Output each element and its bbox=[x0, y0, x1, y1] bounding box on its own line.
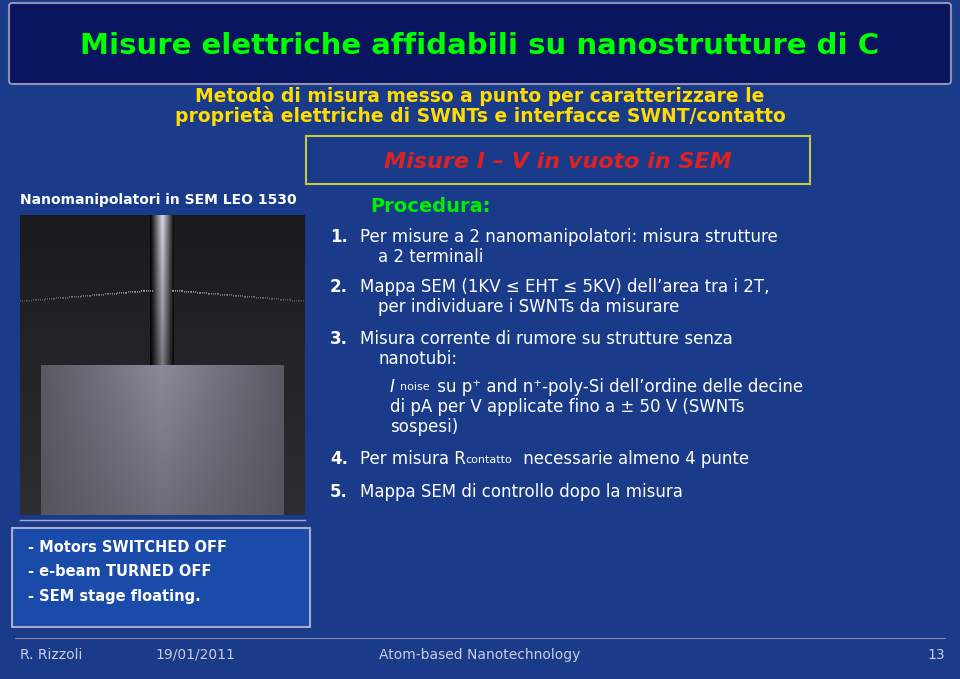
Text: a 2 terminali: a 2 terminali bbox=[378, 248, 484, 266]
Text: Metodo di misura messo a punto per caratterizzare le: Metodo di misura messo a punto per carat… bbox=[195, 86, 765, 105]
Text: nanotubi:: nanotubi: bbox=[378, 350, 457, 368]
Text: 19/01/2011: 19/01/2011 bbox=[155, 648, 235, 662]
FancyBboxPatch shape bbox=[12, 528, 310, 627]
Text: Misure elettriche affidabili su nanostrutture di C: Misure elettriche affidabili su nanostru… bbox=[81, 32, 879, 60]
Text: 2.: 2. bbox=[330, 278, 348, 296]
Text: Procedura:: Procedura: bbox=[370, 197, 491, 216]
Text: 3.: 3. bbox=[330, 330, 348, 348]
Text: noise: noise bbox=[400, 382, 430, 392]
Text: 1.: 1. bbox=[330, 228, 348, 246]
Text: - SEM stage floating.: - SEM stage floating. bbox=[28, 589, 201, 604]
Text: proprietà elettriche di SWNTs e interfacce SWNT/contatto: proprietà elettriche di SWNTs e interfac… bbox=[175, 106, 785, 126]
FancyBboxPatch shape bbox=[306, 136, 810, 184]
FancyBboxPatch shape bbox=[9, 3, 951, 84]
Text: su p⁺ and n⁺-poly-Si dell’ordine delle decine: su p⁺ and n⁺-poly-Si dell’ordine delle d… bbox=[432, 378, 804, 396]
Text: Nanomanipolatori in SEM LEO 1530: Nanomanipolatori in SEM LEO 1530 bbox=[20, 193, 297, 207]
Text: Per misura R: Per misura R bbox=[360, 450, 466, 468]
Text: Misure I – V in vuoto in SEM: Misure I – V in vuoto in SEM bbox=[384, 152, 732, 172]
Text: sospesi): sospesi) bbox=[390, 418, 458, 436]
Text: necessarie almeno 4 punte: necessarie almeno 4 punte bbox=[518, 450, 749, 468]
Text: R. Rizzoli: R. Rizzoli bbox=[20, 648, 83, 662]
Text: - Motors SWITCHED OFF: - Motors SWITCHED OFF bbox=[28, 540, 227, 555]
Text: 13: 13 bbox=[927, 648, 945, 662]
Text: Mappa SEM di controllo dopo la misura: Mappa SEM di controllo dopo la misura bbox=[360, 483, 683, 501]
Text: contatto: contatto bbox=[465, 455, 512, 465]
Text: per individuare i SWNTs da misurare: per individuare i SWNTs da misurare bbox=[378, 298, 680, 316]
Text: Misura corrente di rumore su strutture senza: Misura corrente di rumore su strutture s… bbox=[360, 330, 732, 348]
Text: Mappa SEM (1KV ≤ EHT ≤ 5KV) dell’area tra i 2T,: Mappa SEM (1KV ≤ EHT ≤ 5KV) dell’area tr… bbox=[360, 278, 770, 296]
Text: I: I bbox=[390, 378, 395, 396]
Text: - e-beam TURNED OFF: - e-beam TURNED OFF bbox=[28, 564, 211, 579]
Text: 5.: 5. bbox=[330, 483, 348, 501]
Text: Per misure a 2 nanomanipolatori: misura strutture: Per misure a 2 nanomanipolatori: misura … bbox=[360, 228, 778, 246]
Text: 4.: 4. bbox=[330, 450, 348, 468]
Text: Atom-based Nanotechnology: Atom-based Nanotechnology bbox=[379, 648, 581, 662]
Text: di pA per V applicate fino a ± 50 V (SWNTs: di pA per V applicate fino a ± 50 V (SWN… bbox=[390, 398, 745, 416]
